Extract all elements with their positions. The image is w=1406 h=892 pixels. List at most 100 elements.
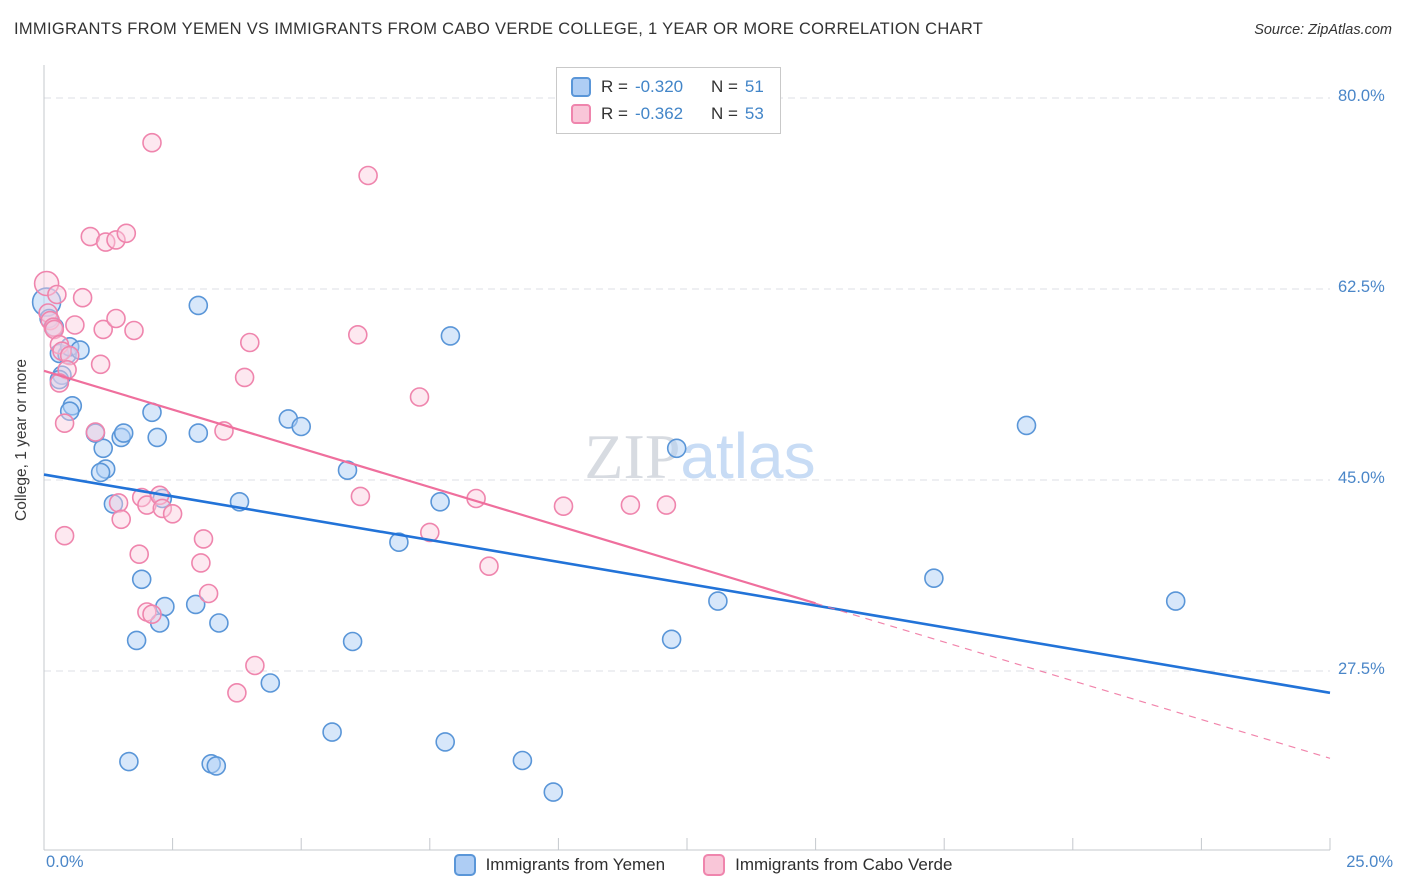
scatter-point — [188, 295, 209, 316]
scatter-point — [142, 132, 162, 153]
r-value: -0.362 — [634, 104, 684, 123]
scatter-point — [47, 284, 67, 305]
yemen-swatch — [453, 854, 476, 876]
legend-row-yemen: R = -0.320 N = 51 — [571, 77, 764, 97]
scatter-point — [209, 613, 229, 633]
legend-item-yemen[interactable]: Immigrants from Yemen — [453, 854, 666, 876]
scatter-point — [419, 522, 440, 543]
cabo-verde-swatch — [703, 854, 726, 876]
trend-line — [43, 369, 816, 605]
scatter-point — [162, 503, 183, 524]
n-value: 53 — [744, 104, 764, 123]
yemen-swatch — [571, 77, 591, 97]
scatter-point — [85, 422, 106, 442]
scatter-point — [322, 722, 342, 742]
scatter-point — [111, 509, 131, 530]
trend-line-projection — [815, 602, 1331, 759]
legend-item-label: Immigrants from Yemen — [485, 855, 666, 874]
scatter-point — [119, 751, 139, 772]
scatter-point — [185, 594, 206, 615]
scatter-point — [347, 324, 368, 345]
scatter-point — [44, 319, 65, 340]
scatter-point — [227, 682, 247, 703]
scatter-point — [479, 556, 499, 577]
scatter-point — [1016, 415, 1037, 436]
scatter-point — [72, 287, 93, 308]
scatter-point — [193, 529, 214, 549]
scatter-point — [260, 673, 281, 693]
scatter-point — [129, 544, 149, 565]
scatter-point — [1165, 591, 1186, 611]
scatter-point — [113, 423, 134, 443]
scatter-point — [350, 486, 371, 507]
scatter-point — [245, 655, 265, 676]
scatter-point — [553, 496, 574, 517]
scatter-point — [90, 354, 111, 375]
scatter-point — [124, 320, 144, 341]
scatter-point — [108, 493, 129, 513]
n-label: N = — [710, 77, 738, 96]
page-title: IMMIGRANTS FROM YEMEN VS IMMIGRANTS FROM… — [14, 20, 984, 38]
scatter-point — [358, 165, 378, 186]
scatter-point — [435, 732, 456, 752]
source-attribution: Source: ZipAtlas.com — [1254, 22, 1392, 38]
scatter-point — [142, 604, 162, 625]
zipatlas-watermark: ZIPatlas — [584, 420, 815, 492]
scatter-point — [59, 401, 80, 422]
n-label: N = — [710, 104, 738, 123]
scatter-point — [106, 308, 126, 329]
scatter-point — [65, 315, 85, 335]
y-axis-title: College, 1 year or more — [13, 359, 30, 521]
scatter-point — [33, 270, 60, 297]
y-tick-label: 80.0% — [1338, 87, 1385, 105]
scatter-point — [93, 319, 113, 340]
x-axis-max-label: 25.0% — [1346, 853, 1393, 871]
scatter-point — [291, 416, 312, 437]
legend-item-label: Immigrants from Cabo Verde — [735, 855, 953, 874]
scatter-point — [152, 498, 173, 519]
scatter-point — [188, 423, 209, 443]
y-tick-label: 62.5% — [1338, 277, 1385, 296]
r-value: -0.320 — [634, 77, 684, 96]
r-label: R = — [601, 104, 628, 123]
legend-item-cabo-verde[interactable]: Immigrants from Cabo Verde — [703, 854, 952, 876]
scatter-point — [234, 367, 255, 388]
scatter-point — [106, 230, 126, 250]
correlation-legend: R = -0.320 N = 51 R = -0.362 N = 53 — [556, 67, 781, 134]
scatter-point — [49, 373, 70, 393]
scatter-point — [661, 629, 682, 650]
scatter-point — [924, 568, 944, 589]
scatter-point — [93, 438, 113, 459]
scatter-point — [54, 413, 75, 434]
scatter-point — [90, 462, 111, 483]
cabo-verde-swatch — [571, 104, 591, 124]
x-axis-min-label: 0.0% — [46, 853, 84, 871]
n-value: 51 — [744, 77, 764, 96]
scatter-point — [440, 326, 461, 346]
y-tick-label: 27.5% — [1338, 659, 1385, 678]
scatter-point — [191, 553, 211, 573]
r-label: R = — [601, 77, 628, 96]
scatter-point — [656, 495, 677, 515]
scatter-point — [126, 630, 147, 651]
scatter-point — [131, 569, 152, 590]
scatter-point — [206, 756, 227, 776]
series-legend: Immigrants from Yemen Immigrants from Ca… — [0, 849, 1406, 881]
scatter-point — [389, 532, 409, 553]
scatter-point — [666, 438, 687, 459]
legend-row-cabo-verde: R = -0.362 N = 53 — [571, 104, 764, 124]
scatter-point — [147, 427, 167, 448]
scatter-point — [137, 495, 157, 515]
scatter-point — [54, 525, 75, 546]
scatter-point — [409, 387, 430, 407]
trend-line — [43, 473, 1331, 695]
scatter-point — [342, 631, 363, 652]
scatter-point — [430, 491, 450, 512]
scatter-point — [543, 782, 564, 802]
scatter-point — [116, 223, 137, 244]
scatter-point — [198, 583, 219, 604]
y-tick-label: 45.0% — [1338, 468, 1385, 487]
scatter-point — [708, 591, 728, 611]
